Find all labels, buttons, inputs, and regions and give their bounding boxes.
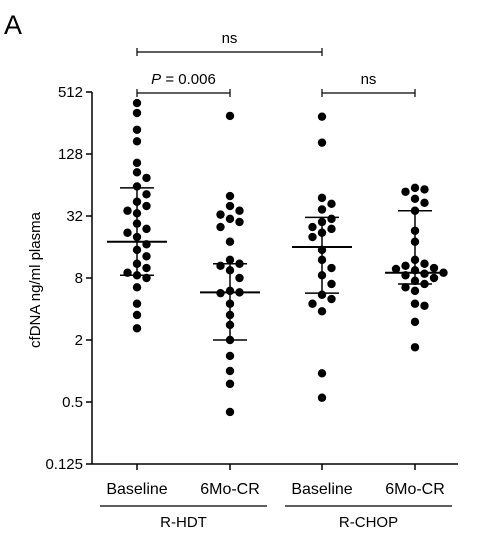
data-point: [410, 286, 420, 296]
data-point: [142, 224, 151, 234]
bracket-label: P = 0.006: [151, 71, 216, 88]
data-point: [235, 273, 244, 283]
x-tick-label: 6Mo-CR: [200, 481, 260, 498]
data-point: [391, 264, 401, 274]
bracket-label: ns: [361, 71, 377, 88]
data-point: [327, 279, 336, 289]
data-point: [132, 283, 142, 292]
data-point: [429, 273, 439, 283]
data-point: [132, 98, 142, 108]
data-point: [401, 283, 410, 292]
data-point: [132, 168, 142, 177]
data-point: [225, 201, 235, 211]
group-label: R-CHOP: [339, 514, 398, 531]
x-tick-label: Baseline: [106, 481, 167, 498]
data-point: [317, 138, 327, 147]
data-point: [410, 299, 420, 308]
data-point: [420, 269, 429, 278]
axes: 0.125 0.5 2 8 32 128 512 Baseline 6Mo-CR Baseline…: [45, 84, 458, 531]
data-point: [429, 263, 439, 273]
data-point: [225, 366, 235, 376]
data-point: [225, 255, 235, 265]
data-point: [420, 301, 429, 310]
data-point: [225, 379, 235, 389]
data-point: [132, 125, 142, 134]
data-point: [225, 407, 235, 417]
data-point: [225, 191, 235, 201]
data-point: [420, 259, 429, 268]
data-point: [401, 187, 410, 196]
data-point: [410, 343, 420, 352]
data-point: [132, 137, 142, 146]
data-point: [235, 217, 244, 227]
data-point: [317, 307, 327, 316]
panel-label: A: [4, 10, 22, 40]
data-point: [225, 111, 235, 121]
data-point: [216, 261, 225, 271]
data-point: [142, 190, 151, 199]
mean-error-bars: [107, 187, 445, 341]
data-point: [225, 351, 235, 361]
data-point: [420, 198, 429, 207]
data-point: [132, 158, 142, 168]
data-point: [123, 228, 132, 237]
x-tick-label: Baseline: [291, 481, 352, 498]
y-tick-label: 0.125: [45, 456, 83, 473]
data-point: [327, 263, 336, 273]
y-tick-label: 512: [58, 84, 83, 101]
data-point: [142, 201, 151, 211]
data-point: [327, 199, 336, 209]
data-point: [327, 224, 336, 234]
bracket-label-text: ns: [222, 30, 238, 47]
data-point: [132, 310, 142, 320]
data-point: [225, 237, 235, 246]
x-tick-label: 6Mo-CR: [385, 481, 445, 498]
bracket-label-text: = 0.006: [161, 71, 216, 88]
bracket-label-text: ns: [361, 71, 377, 88]
data-point: [132, 299, 142, 308]
data-point: [327, 214, 336, 224]
data-point: [308, 232, 317, 242]
data-point: [327, 294, 336, 304]
data-point: [142, 173, 151, 183]
y-axis-label: cfDNA ng/ml plasma: [27, 211, 44, 348]
data-point: [142, 263, 151, 273]
data-point: [410, 183, 420, 193]
data-point: [132, 324, 142, 333]
data-point: [317, 193, 327, 203]
data-point: [216, 210, 225, 219]
data-point: [317, 393, 327, 402]
data-point: [123, 206, 132, 215]
bracket-label-prefix: P: [151, 71, 161, 88]
y-tick-label: 0.5: [62, 394, 83, 411]
data-point: [410, 194, 420, 204]
y-tick-label: 128: [58, 146, 83, 163]
data-point: [308, 299, 317, 308]
data-point: [225, 214, 235, 224]
group-label: R-HDT: [160, 514, 207, 531]
y-tick-label: 32: [66, 208, 83, 225]
data-point: [308, 222, 317, 232]
data-point: [132, 108, 142, 118]
data-point: [317, 369, 327, 378]
data-point: [216, 222, 225, 232]
y-tick-label: 2: [75, 332, 83, 349]
data-point: [410, 317, 420, 327]
data-points: [123, 98, 448, 417]
data-point: [317, 205, 327, 214]
y-tick-label: 8: [75, 270, 83, 287]
data-point: [317, 112, 327, 121]
data-point: [401, 261, 410, 271]
data-point: [420, 185, 429, 194]
significance-brackets: P = 0.006 ns ns: [136, 30, 416, 97]
data-point: [235, 206, 244, 215]
bracket-label: ns: [222, 30, 238, 47]
data-point: [142, 252, 151, 261]
